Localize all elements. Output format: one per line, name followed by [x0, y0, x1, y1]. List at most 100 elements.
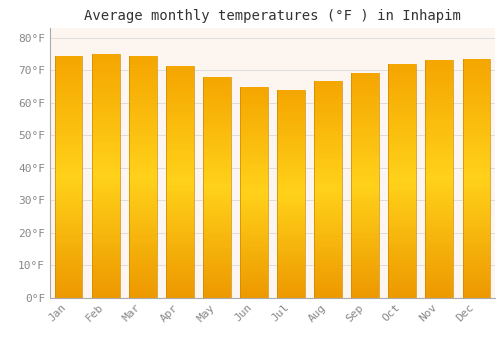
Bar — [352, 154, 379, 157]
Bar — [129, 261, 156, 264]
Bar — [314, 181, 342, 184]
Bar — [166, 240, 194, 243]
Bar — [426, 176, 454, 179]
Bar — [54, 89, 82, 92]
Bar — [166, 280, 194, 283]
Bar — [352, 182, 379, 185]
Bar — [240, 142, 268, 145]
Bar — [352, 278, 379, 281]
Bar — [92, 158, 120, 161]
Bar — [388, 204, 416, 207]
Bar — [352, 205, 379, 208]
Bar — [462, 103, 490, 106]
Bar — [388, 73, 416, 76]
Bar — [92, 127, 120, 130]
Bar — [240, 145, 268, 147]
Bar — [388, 228, 416, 230]
Bar — [166, 289, 194, 292]
Bar — [240, 234, 268, 237]
Bar — [462, 133, 490, 136]
Bar — [54, 138, 82, 141]
Bar — [166, 72, 194, 75]
Bar — [166, 113, 194, 116]
Bar — [352, 160, 379, 163]
Bar — [54, 219, 82, 222]
Bar — [203, 242, 231, 245]
Bar — [54, 222, 82, 225]
Bar — [129, 180, 156, 183]
Bar — [277, 147, 305, 150]
Bar — [240, 289, 268, 292]
Bar — [426, 173, 454, 176]
Bar — [240, 195, 268, 197]
Bar — [352, 166, 379, 168]
Bar — [203, 99, 231, 101]
Bar — [462, 169, 490, 172]
Bar — [203, 251, 231, 253]
Bar — [203, 229, 231, 231]
Bar — [388, 265, 416, 268]
Bar — [314, 132, 342, 135]
Bar — [240, 229, 268, 232]
Bar — [166, 295, 194, 298]
Bar — [129, 177, 156, 180]
Bar — [240, 176, 268, 179]
Bar — [462, 193, 490, 196]
Bar — [54, 189, 82, 192]
Bar — [92, 264, 120, 267]
Bar — [129, 198, 156, 201]
Bar — [352, 124, 379, 126]
Bar — [388, 233, 416, 236]
Bar — [203, 239, 231, 242]
Bar — [203, 110, 231, 113]
Bar — [240, 166, 268, 168]
Bar — [314, 216, 342, 219]
Bar — [92, 191, 120, 194]
Bar — [352, 241, 379, 244]
Bar — [240, 184, 268, 187]
Bar — [240, 124, 268, 126]
Bar — [203, 82, 231, 85]
Bar — [352, 152, 379, 154]
Bar — [166, 118, 194, 121]
Bar — [166, 98, 194, 101]
Bar — [166, 225, 194, 228]
Bar — [166, 150, 194, 153]
Bar — [166, 78, 194, 81]
Bar — [54, 86, 82, 89]
Bar — [314, 284, 342, 287]
Bar — [92, 60, 120, 63]
Bar — [129, 183, 156, 186]
Bar — [166, 283, 194, 286]
Bar — [426, 259, 454, 262]
Bar — [277, 152, 305, 155]
Bar — [462, 127, 490, 130]
Bar — [388, 128, 416, 131]
Bar — [54, 225, 82, 228]
Bar — [166, 179, 194, 182]
Bar — [462, 202, 490, 205]
Bar — [462, 214, 490, 217]
Bar — [462, 253, 490, 256]
Bar — [277, 100, 305, 103]
Bar — [203, 140, 231, 143]
Bar — [426, 271, 454, 274]
Bar — [352, 96, 379, 98]
Bar — [277, 196, 305, 199]
Bar — [314, 97, 342, 100]
Bar — [166, 75, 194, 78]
Bar — [277, 150, 305, 152]
Bar — [54, 183, 82, 186]
Bar — [388, 193, 416, 196]
Bar — [277, 124, 305, 126]
Bar — [92, 194, 120, 197]
Bar — [277, 126, 305, 129]
Bar — [240, 134, 268, 137]
Bar — [129, 246, 156, 249]
Bar — [388, 67, 416, 70]
Bar — [388, 213, 416, 216]
Bar — [54, 102, 82, 105]
Bar — [314, 86, 342, 89]
Bar — [352, 157, 379, 160]
Bar — [462, 64, 490, 68]
